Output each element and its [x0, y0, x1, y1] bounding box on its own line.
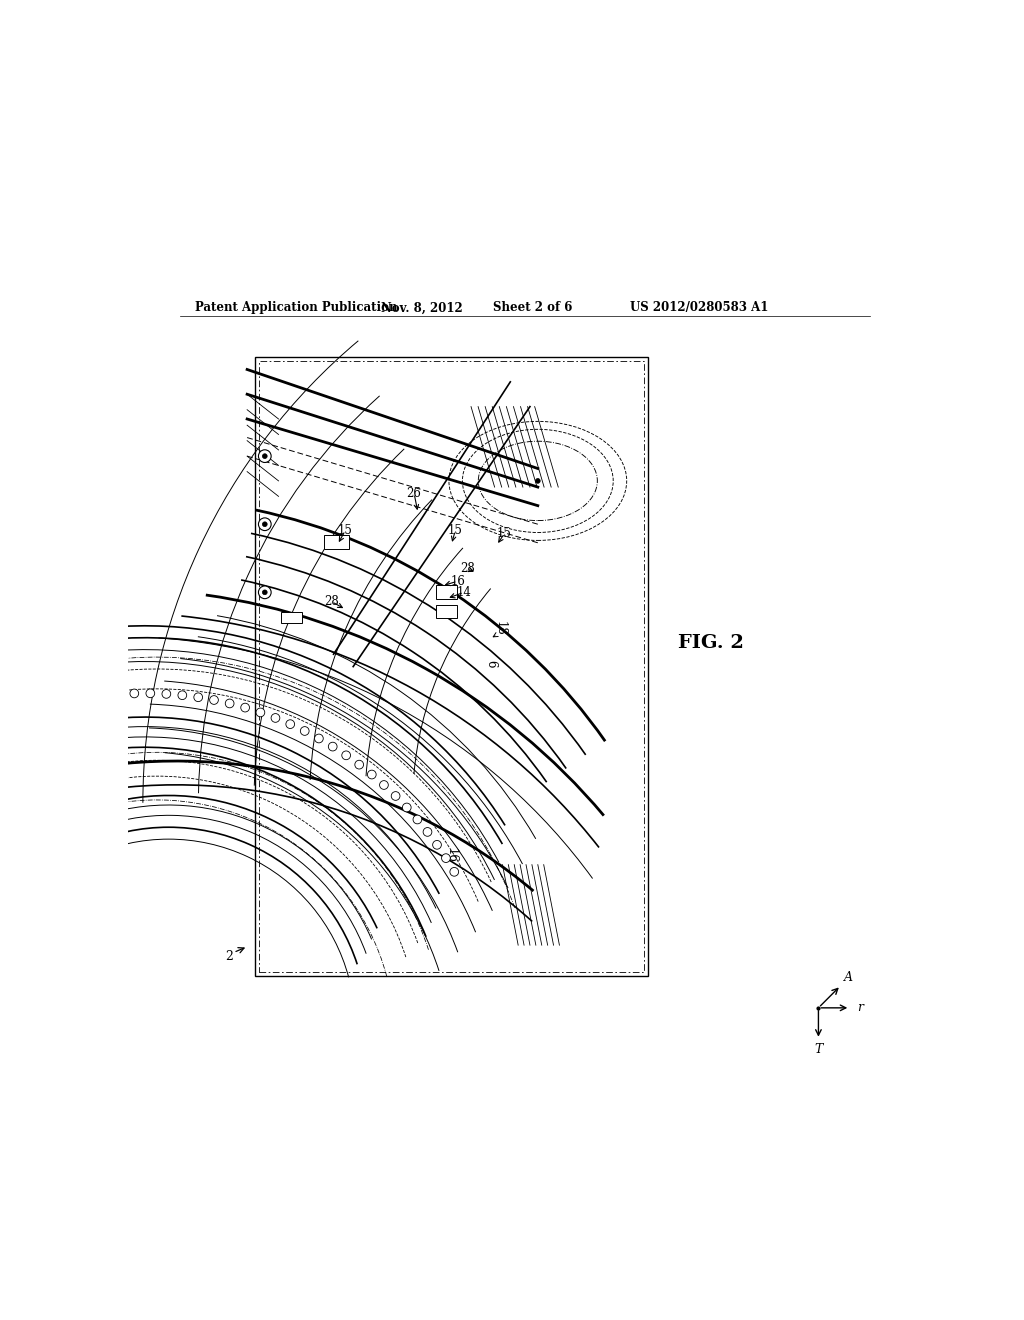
Text: 15: 15	[338, 524, 352, 537]
Text: Sheet 2 of 6: Sheet 2 of 6	[493, 301, 572, 314]
Text: Nov. 8, 2012: Nov. 8, 2012	[381, 301, 463, 314]
Circle shape	[130, 689, 138, 698]
Text: 16: 16	[444, 847, 458, 863]
Circle shape	[342, 751, 350, 760]
Circle shape	[286, 719, 295, 729]
Text: 2: 2	[225, 950, 233, 962]
Bar	[435, 585, 458, 598]
Text: Patent Application Publication: Patent Application Publication	[196, 301, 398, 314]
Circle shape	[329, 742, 337, 751]
Text: 15: 15	[497, 527, 512, 540]
Text: A: A	[845, 972, 853, 983]
Circle shape	[300, 726, 309, 735]
Text: FIG. 2: FIG. 2	[678, 634, 744, 652]
Text: r: r	[857, 1002, 863, 1014]
Circle shape	[271, 714, 280, 722]
Circle shape	[441, 854, 451, 862]
Bar	[255, 358, 648, 975]
Circle shape	[262, 454, 267, 458]
Circle shape	[210, 696, 218, 705]
Circle shape	[433, 841, 441, 849]
Text: 18: 18	[494, 620, 507, 636]
Circle shape	[355, 760, 364, 770]
Text: T: T	[814, 1043, 822, 1056]
Circle shape	[98, 692, 106, 700]
Bar	[259, 362, 644, 972]
Circle shape	[423, 828, 432, 837]
Circle shape	[391, 792, 400, 800]
Circle shape	[114, 690, 123, 698]
Circle shape	[258, 450, 271, 462]
Text: 6: 6	[484, 660, 498, 667]
Circle shape	[258, 586, 271, 599]
Circle shape	[146, 689, 155, 698]
Circle shape	[241, 704, 250, 711]
Circle shape	[225, 700, 234, 708]
Text: 15: 15	[447, 524, 463, 537]
Text: US 2012/0280583 A1: US 2012/0280583 A1	[630, 301, 769, 314]
Circle shape	[258, 517, 271, 531]
Circle shape	[162, 689, 171, 698]
Circle shape	[402, 803, 411, 812]
Text: 16: 16	[451, 574, 465, 587]
Bar	[324, 536, 349, 549]
Circle shape	[380, 780, 388, 789]
Text: 14: 14	[457, 586, 471, 599]
Circle shape	[536, 479, 541, 483]
Circle shape	[256, 708, 265, 717]
Bar	[281, 612, 302, 623]
Circle shape	[262, 590, 267, 595]
Text: 28: 28	[325, 595, 339, 609]
Text: 26: 26	[407, 487, 422, 500]
Circle shape	[194, 693, 203, 702]
Circle shape	[450, 867, 459, 876]
Circle shape	[262, 521, 267, 527]
Bar	[435, 605, 458, 618]
Text: 28: 28	[460, 562, 474, 576]
Circle shape	[82, 694, 91, 702]
Circle shape	[178, 690, 186, 700]
Circle shape	[413, 816, 422, 824]
Circle shape	[314, 734, 324, 743]
Circle shape	[368, 770, 376, 779]
